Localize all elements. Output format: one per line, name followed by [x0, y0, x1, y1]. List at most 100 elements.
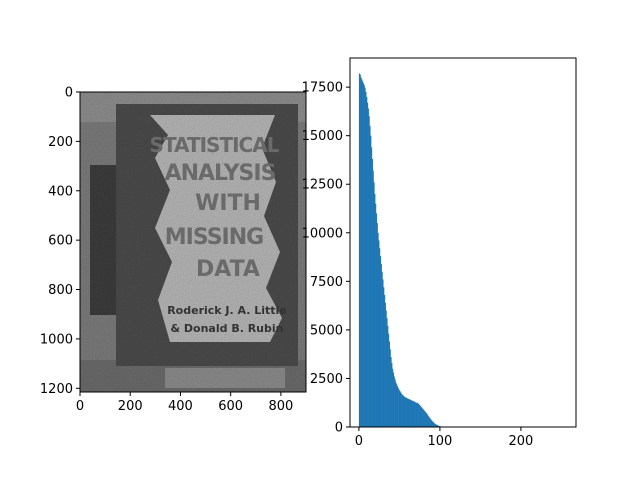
- histogram-bar: [368, 116, 370, 428]
- histogram-bar: [395, 382, 397, 427]
- histogram-bar: [362, 81, 364, 427]
- histogram-bar: [416, 402, 418, 427]
- image-y-tick-label: 1000: [40, 332, 73, 347]
- cover-word: WITH: [195, 191, 261, 216]
- histogram-bar: [389, 349, 391, 427]
- cover-author: & Donald B. Rubin: [170, 322, 283, 335]
- book-base: [165, 368, 285, 388]
- histogram-bar: [409, 399, 412, 427]
- image-panel: STATISTICAL ANALYSIS WITH MISSING DATA R…: [80, 92, 306, 392]
- image-y-tick-label: 0: [65, 86, 73, 101]
- histogram-bar: [423, 410, 425, 427]
- histogram-bar: [415, 402, 417, 427]
- histogram-bar: [428, 416, 430, 427]
- histogram-bar: [422, 408, 424, 427]
- histogram-bar: [384, 294, 386, 427]
- histogram-bar: [378, 240, 380, 427]
- image-y-tick-label: 400: [48, 184, 73, 199]
- histogram-bar: [418, 404, 420, 427]
- histogram-bar: [405, 397, 408, 427]
- histogram-bar: [380, 263, 382, 427]
- histogram-bar: [392, 372, 395, 427]
- cover-word: DATA: [196, 257, 260, 282]
- histogram-bar: [420, 406, 422, 427]
- histogram-bar: [409, 399, 411, 427]
- histogram-y-tick-label: 17500: [302, 81, 343, 96]
- histogram-bar: [431, 421, 433, 427]
- histogram-bar: [435, 424, 437, 427]
- histogram-bar: [412, 400, 414, 427]
- histogram-x-tick-label: 200: [509, 434, 534, 449]
- histogram-bar: [358, 73, 361, 428]
- histogram-bar: [408, 399, 410, 427]
- histogram-bar: [397, 388, 399, 427]
- histogram-bar: [377, 232, 379, 427]
- histogram-y-tick-label: 2500: [310, 372, 343, 387]
- histogram-bar: [417, 403, 419, 427]
- histogram-y-tick-label: 12500: [302, 178, 343, 193]
- histogram-y-tick-label: 10000: [302, 226, 343, 241]
- cover-word: MISSING: [165, 225, 263, 250]
- histogram-bar: [419, 405, 421, 427]
- histogram-bar: [386, 318, 388, 427]
- histogram-bar: [366, 96, 368, 427]
- histogram-x-axis: 0 100 200: [355, 427, 534, 449]
- histogram-bar: [375, 203, 377, 427]
- histogram-bars: [358, 73, 448, 428]
- histogram-bar: [363, 85, 365, 427]
- histogram-bar: [359, 74, 361, 427]
- histogram-bar: [360, 77, 362, 427]
- histogram-x-tick-label: 0: [355, 434, 363, 449]
- histogram-bar: [374, 193, 376, 427]
- image-y-tick-label: 600: [48, 234, 73, 249]
- image-y-tick-label: 800: [48, 283, 73, 298]
- histogram-y-axis: 0 2500 5000 7500 10000 12500 15000 17500: [302, 81, 350, 436]
- histogram-bar: [365, 91, 367, 427]
- histogram-bar: [361, 79, 363, 427]
- histogram-bar: [371, 158, 373, 427]
- image-y-axis: 0 200 400 600 800 1000 1200: [40, 86, 80, 397]
- histogram-bar: [401, 394, 403, 427]
- histogram-bar: [396, 384, 398, 427]
- histogram-bar: [394, 379, 396, 427]
- histogram-bar: [392, 368, 394, 427]
- histogram-bar: [364, 88, 366, 427]
- image-y-tick-label: 1200: [40, 382, 73, 397]
- image-axes-frame: [79, 91, 307, 393]
- histogram-bar: [426, 413, 428, 427]
- cover-word: ANALYSIS: [165, 161, 276, 186]
- cover-banner: [150, 115, 282, 342]
- histogram-bar: [413, 401, 416, 427]
- image-x-tick-label: 800: [268, 399, 293, 414]
- book-side: [90, 165, 120, 315]
- histogram-bar: [413, 401, 415, 427]
- histogram-bar: [375, 213, 378, 427]
- histogram-bar: [407, 398, 409, 427]
- histogram-y-tick-label: 5000: [310, 323, 343, 338]
- histogram-bar: [367, 102, 369, 427]
- image-x-tick-label: 400: [168, 399, 193, 414]
- histogram-bar: [383, 287, 385, 427]
- histogram-bar: [379, 248, 381, 427]
- histogram-y-tick-label: 15000: [302, 129, 343, 144]
- cover-author: Roderick J. A. Little: [167, 304, 287, 317]
- histogram-bar: [405, 397, 407, 427]
- histogram-bar: [406, 398, 408, 427]
- histogram-y-tick-label: 7500: [310, 275, 343, 290]
- image-x-axis: 0 200 400 600 800: [76, 392, 293, 414]
- histogram-bar: [427, 415, 429, 427]
- histogram-bar: [369, 125, 371, 427]
- histogram-bar: [401, 393, 403, 427]
- histogram-bar: [433, 422, 435, 427]
- histogram-bar: [381, 271, 383, 427]
- histogram-bar: [387, 326, 389, 427]
- histogram-bar: [388, 333, 390, 427]
- histogram-bar: [390, 357, 392, 427]
- histogram-bar: [414, 402, 416, 427]
- image-x-tick-label: 0: [76, 399, 84, 414]
- histogram-bar: [388, 341, 390, 427]
- histogram-bar: [431, 420, 433, 427]
- histogram-bar: [418, 403, 420, 427]
- histogram-bar: [432, 421, 434, 427]
